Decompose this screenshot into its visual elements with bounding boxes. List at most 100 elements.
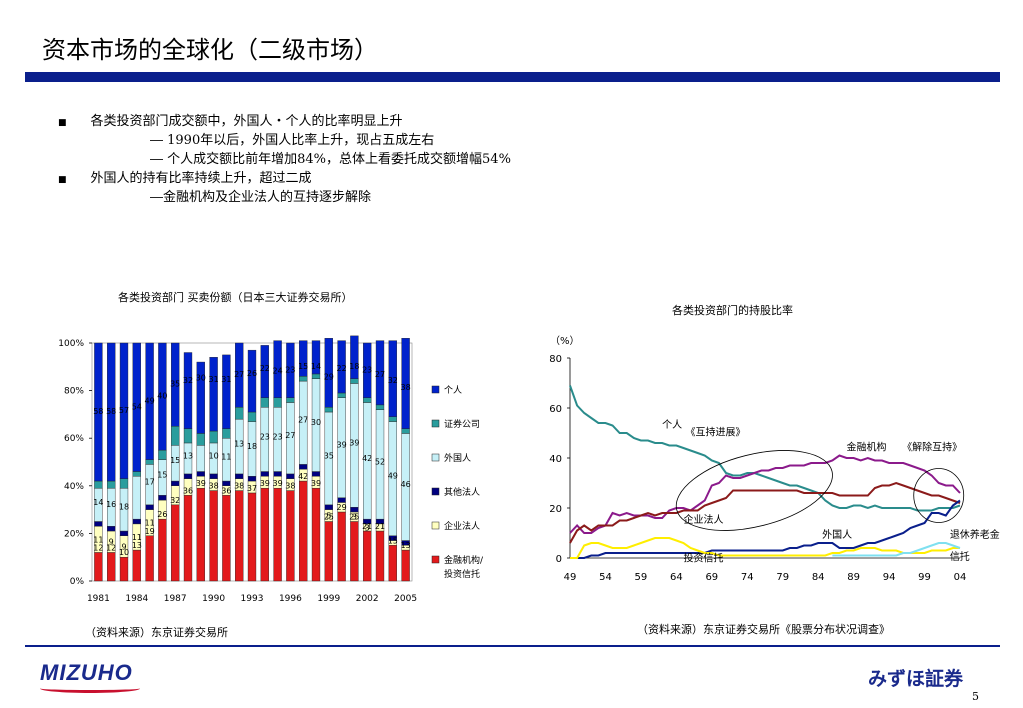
bar-segment xyxy=(337,340,346,394)
data-label: 29 xyxy=(324,373,334,382)
mizuho-logo: MIZUHO xyxy=(40,660,133,685)
y-tick-label: 60 xyxy=(549,404,562,415)
data-label: 54 xyxy=(132,402,142,411)
bar-segment xyxy=(286,490,295,582)
x-tick-label: 1996 xyxy=(279,594,302,604)
bar-segment xyxy=(324,407,333,413)
x-tick-label: 74 xyxy=(741,572,754,583)
bar-segment xyxy=(401,549,410,582)
series-line xyxy=(570,499,961,559)
y-axis-label: （%） xyxy=(550,335,580,347)
bar-segment xyxy=(311,340,321,375)
data-label: 10 xyxy=(119,548,129,557)
x-tick-label: 94 xyxy=(883,572,896,583)
highlight-ellipse xyxy=(675,450,833,531)
data-label: 21 xyxy=(362,522,372,531)
data-label: 15 xyxy=(157,470,167,479)
bar-segment xyxy=(363,397,372,403)
data-label: 22 xyxy=(260,364,270,373)
y-tick-label: 80% xyxy=(64,387,84,397)
data-label: 13 xyxy=(132,541,142,550)
x-tick-label: 04 xyxy=(954,572,967,583)
bar-segment xyxy=(388,340,397,417)
data-label: 12 xyxy=(106,543,116,552)
bar-segment xyxy=(350,507,359,513)
bar-segment xyxy=(107,342,116,482)
bar-segment xyxy=(260,397,269,408)
bar-segment xyxy=(119,342,129,479)
stacked-bar-chart: 0% 20% 40% 60% 80% 100% 58 12 14 11 58 12 16 9 57 10 18 9… xyxy=(58,335,484,604)
bullet-text: ―金融机构及企业法人的互持逐步解除 xyxy=(150,190,372,205)
data-label: 57 xyxy=(119,406,129,415)
data-label: 15 xyxy=(388,536,398,545)
bullet-square-icon: ■ xyxy=(58,175,67,185)
bar-segment xyxy=(247,349,257,413)
bar-segment xyxy=(94,552,103,582)
bar-segment xyxy=(350,378,359,384)
bar-segment xyxy=(235,490,244,582)
data-label: 37 xyxy=(247,484,257,493)
bar-segment xyxy=(171,480,180,486)
bar-segment xyxy=(299,340,308,377)
data-label: 12 xyxy=(93,543,103,552)
data-label: 42 xyxy=(298,472,308,481)
data-label: 18 xyxy=(247,442,257,451)
data-label: 36 xyxy=(221,486,231,495)
bar-segment xyxy=(324,338,333,408)
bullet-text: ― 个人成交额比前年增加84%，总体上看委托成交额增幅54% xyxy=(150,152,511,167)
legend-label: 企业法人 xyxy=(444,520,480,532)
highlight-ellipse xyxy=(913,468,965,523)
data-label: 11 xyxy=(132,533,142,542)
data-label: 13 xyxy=(234,440,244,449)
data-label: 26 xyxy=(247,369,257,378)
y-tick-label: 20% xyxy=(64,529,84,539)
bar-segment xyxy=(350,521,359,582)
bar-segment xyxy=(171,504,180,582)
bar-segment xyxy=(107,480,116,489)
right-source: （资料来源）东京证券交易所《股票分布状况调查》 xyxy=(637,623,890,636)
data-label: 38 xyxy=(401,383,411,392)
legend-label: 证券公司 xyxy=(444,418,480,430)
data-label: 17 xyxy=(145,478,155,487)
bullet-text: 外国人的持有比率持续上升，超过二成 xyxy=(90,171,312,186)
data-label: 14 xyxy=(93,498,103,507)
bullet-text: ― 1990年以后，外国人比率上升，现占五成左右 xyxy=(150,133,435,148)
data-label: 14 xyxy=(311,362,321,371)
bar-segment xyxy=(324,504,333,510)
bar-segment xyxy=(132,471,141,477)
bullet-item: ■ 外国人的持有比率持续上升，超过二成 xyxy=(58,167,312,186)
legend-label: 金融机构/ xyxy=(444,554,484,566)
bar-segment xyxy=(145,504,154,510)
x-tick-label: 1987 xyxy=(164,594,187,604)
data-label: 18 xyxy=(349,362,359,371)
data-label: 49 xyxy=(145,396,155,405)
bar-segment xyxy=(196,445,205,472)
right-chart-title: 各类投资部门的持股比率 xyxy=(672,304,793,317)
legend-swatch xyxy=(431,555,440,564)
x-tick-label: 79 xyxy=(776,572,789,583)
line-chart: （%） 0 20 40 60 80 49 54 59 64 69 74 79 84 89 94 99 04 《互持进… xyxy=(549,335,1000,583)
bar-segment xyxy=(350,335,359,379)
bar-segment xyxy=(363,530,372,582)
bar-segment xyxy=(311,487,321,582)
data-label: 31 xyxy=(221,375,231,384)
y-tick-label: 40 xyxy=(549,454,562,465)
annotation: 退休养老金 xyxy=(950,528,1000,541)
data-label: 38 xyxy=(285,482,295,491)
bar-segment xyxy=(94,342,103,482)
bar-segment xyxy=(145,342,154,460)
bar-segment xyxy=(363,342,372,398)
data-label: 25 xyxy=(349,513,359,522)
bar-segment xyxy=(222,495,231,582)
data-label: 32 xyxy=(170,496,180,505)
bar-segment xyxy=(158,518,167,582)
bar-segment xyxy=(401,338,410,429)
x-tick-label: 49 xyxy=(564,572,577,583)
data-label: 9 xyxy=(109,538,114,547)
data-label: 35 xyxy=(170,380,180,389)
data-label: 23 xyxy=(362,365,372,374)
data-label: 13 xyxy=(401,541,411,550)
bar-segment xyxy=(196,433,205,446)
x-tick-label: 64 xyxy=(670,572,683,583)
bar-segment xyxy=(247,492,257,582)
